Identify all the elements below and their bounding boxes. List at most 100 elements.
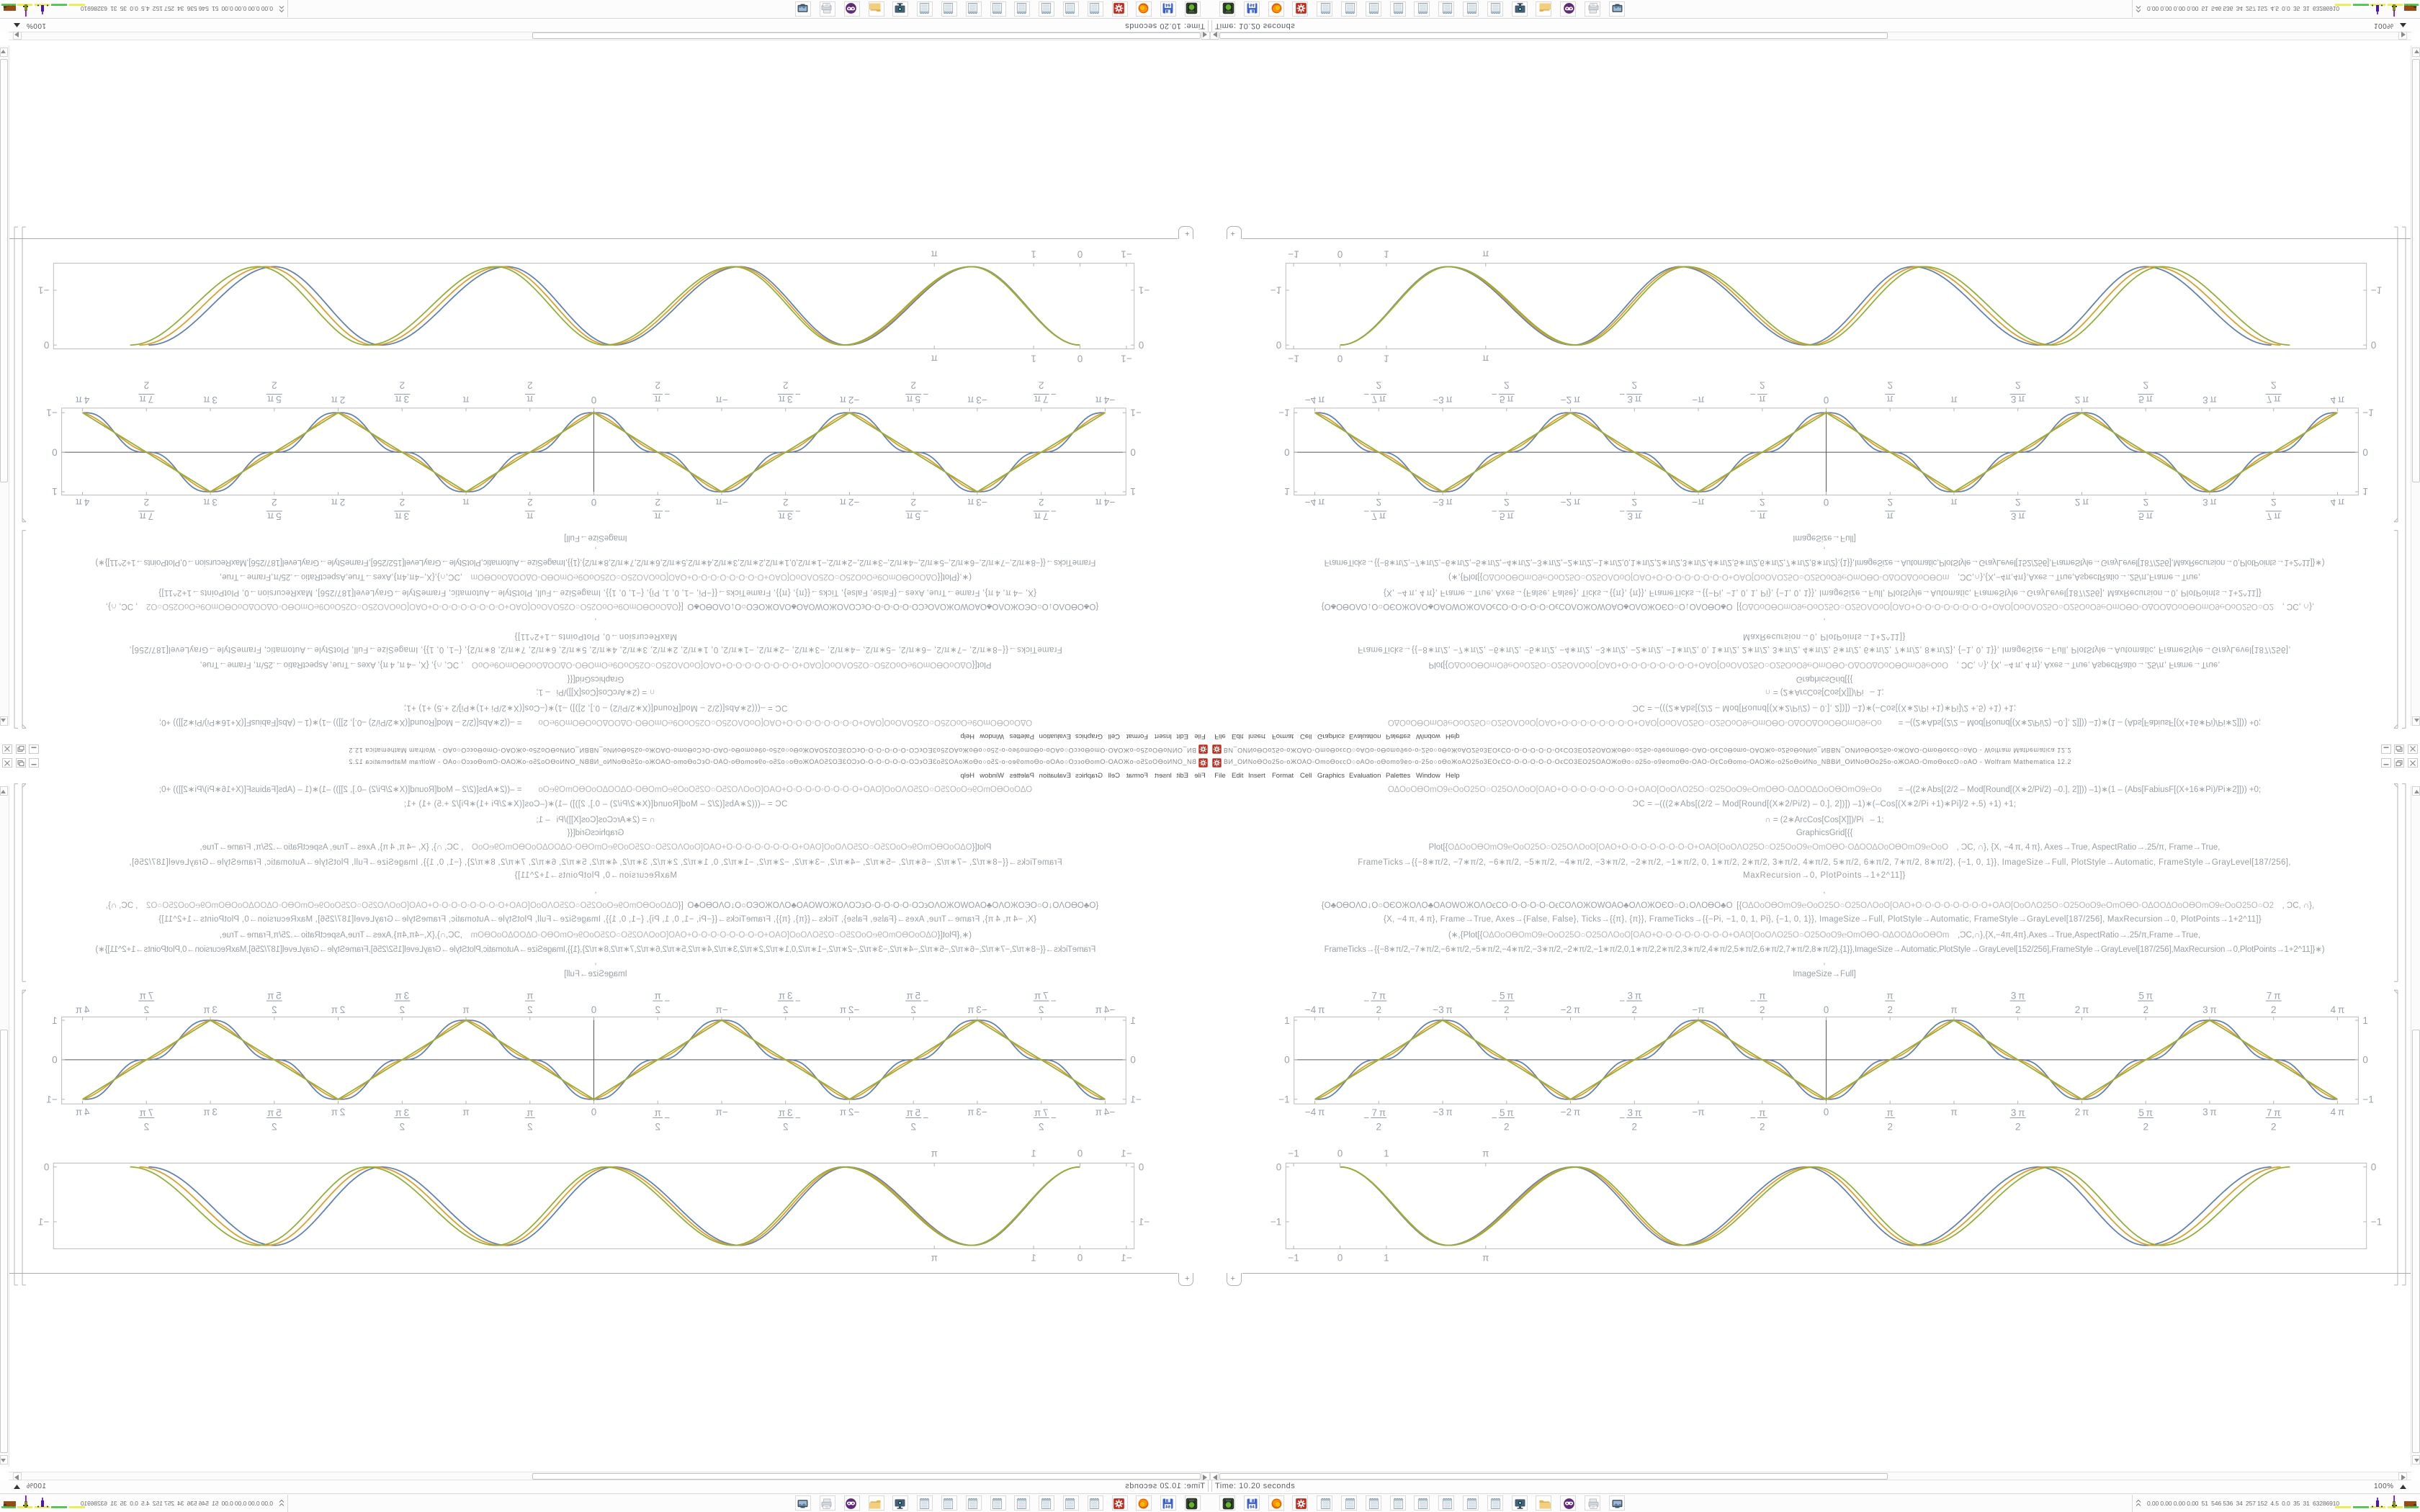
svg-text:64: 64 — [1165, 2, 1170, 6]
svg-text:2: 2 — [655, 1121, 660, 1132]
svg-text:2 π: 2 π — [331, 395, 346, 405]
svg-text:−4 π: −4 π — [1095, 1107, 1115, 1117]
svg-text:7 π: 7 π — [140, 394, 154, 405]
svg-text:−4 π: −4 π — [1095, 1004, 1115, 1015]
svg-text:−4 π: −4 π — [1095, 395, 1115, 405]
svg-text:5 π: 5 π — [2138, 1107, 2153, 1118]
svg-text:π: π — [1887, 510, 1894, 521]
svg-text:0: 0 — [52, 1055, 58, 1066]
svg-text:64: 64 — [1250, 2, 1255, 6]
svg-text:π: π — [526, 991, 533, 1002]
svg-text:−: − — [795, 1112, 801, 1123]
svg-text:2: 2 — [783, 1121, 789, 1132]
svg-text:2: 2 — [910, 497, 916, 508]
svg-text:π: π — [462, 497, 469, 508]
svg-text:5 π: 5 π — [267, 394, 282, 405]
svg-text:2: 2 — [783, 380, 789, 391]
svg-text:−4 π: −4 π — [1305, 395, 1325, 405]
svg-text:−1: −1 — [1288, 249, 1299, 260]
svg-text:2: 2 — [1632, 1121, 1638, 1132]
svg-text:2: 2 — [910, 1004, 916, 1015]
svg-text:0: 0 — [2371, 1162, 2377, 1173]
svg-text:2: 2 — [2271, 1004, 2277, 1015]
svg-text:2: 2 — [655, 1004, 660, 1015]
svg-text:0: 0 — [1077, 354, 1083, 364]
svg-text:3 π: 3 π — [395, 510, 410, 521]
svg-text:2: 2 — [1376, 380, 1382, 391]
svg-text:0: 0 — [591, 497, 597, 508]
svg-text:5 π: 5 π — [2138, 394, 2153, 405]
svg-text:−: − — [1750, 505, 1756, 516]
svg-text:−: − — [1051, 505, 1057, 516]
svg-text:−: − — [795, 505, 801, 516]
svg-text:−1: −1 — [1121, 1252, 1131, 1263]
svg-text:2: 2 — [400, 1121, 405, 1132]
svg-text:2: 2 — [1887, 1121, 1893, 1132]
svg-text:0: 0 — [1337, 1252, 1343, 1263]
svg-text:2: 2 — [144, 497, 150, 508]
svg-text:2: 2 — [2015, 380, 2021, 391]
svg-text:−3 π: −3 π — [967, 395, 987, 405]
svg-text:3 π: 3 π — [2202, 1004, 2217, 1015]
svg-text:−: − — [664, 389, 670, 400]
svg-text:7 π: 7 π — [140, 510, 154, 521]
svg-text:−π: −π — [715, 1107, 727, 1117]
svg-text:−: − — [1619, 1112, 1625, 1123]
svg-text:2: 2 — [1039, 380, 1044, 391]
svg-text:4 π: 4 π — [76, 1004, 90, 1015]
svg-text:0: 0 — [591, 1107, 597, 1117]
svg-text:−1: −1 — [1278, 407, 1289, 418]
svg-text:−3 π: −3 π — [967, 1107, 987, 1117]
svg-text:7 π: 7 π — [1372, 1107, 1386, 1118]
svg-text:0: 0 — [1077, 1252, 1083, 1263]
svg-text:π: π — [931, 1252, 938, 1263]
svg-text:−1: −1 — [1270, 284, 1281, 295]
svg-text:3 π: 3 π — [1628, 991, 1642, 1002]
svg-text:2: 2 — [527, 1004, 533, 1015]
svg-text:−π: −π — [1692, 395, 1704, 405]
svg-text:−2 π: −2 π — [840, 1107, 859, 1117]
svg-text:2: 2 — [783, 1004, 789, 1015]
svg-text:−1: −1 — [38, 284, 49, 295]
svg-text:2: 2 — [527, 380, 533, 391]
svg-text:π: π — [462, 395, 469, 405]
svg-text:7 π: 7 π — [2267, 991, 2281, 1002]
svg-text:−1: −1 — [1121, 354, 1131, 364]
svg-text:−: − — [664, 996, 670, 1007]
svg-text:2: 2 — [1504, 497, 1510, 508]
svg-text:−1: −1 — [1130, 1094, 1141, 1105]
svg-text:7 π: 7 π — [1034, 510, 1049, 521]
svg-text:7 π: 7 π — [2267, 510, 2281, 521]
svg-text:1: 1 — [1031, 1148, 1036, 1158]
svg-text:π: π — [1887, 1107, 1894, 1118]
svg-text:−: − — [1363, 505, 1369, 516]
svg-text:64: 64 — [1165, 1506, 1170, 1510]
svg-text:2: 2 — [1376, 497, 1382, 508]
svg-text:−1: −1 — [2371, 1217, 2382, 1228]
svg-text:7 π: 7 π — [2267, 394, 2281, 405]
svg-text:1: 1 — [52, 486, 58, 497]
svg-text:4 π: 4 π — [76, 395, 90, 405]
svg-text:−: − — [1492, 996, 1497, 1007]
svg-text:π: π — [526, 1107, 533, 1118]
svg-text:2: 2 — [1504, 1121, 1510, 1132]
svg-text:3 π: 3 π — [779, 510, 793, 521]
svg-text:2: 2 — [272, 1004, 277, 1015]
svg-text:−1: −1 — [1278, 1094, 1289, 1105]
svg-text:2: 2 — [783, 497, 789, 508]
svg-text:−4 π: −4 π — [1305, 497, 1325, 508]
svg-text:3 π: 3 π — [2011, 991, 2025, 1002]
svg-text:0: 0 — [1284, 446, 1290, 457]
svg-text:π: π — [526, 394, 533, 405]
svg-text:−π: −π — [1692, 497, 1704, 508]
svg-text:π: π — [462, 1107, 469, 1117]
svg-text:π: π — [1887, 991, 1894, 1002]
svg-text:−: − — [1619, 505, 1625, 516]
svg-text:2: 2 — [1376, 1121, 1382, 1132]
svg-text:−1: −1 — [46, 407, 57, 418]
svg-text:2: 2 — [272, 497, 277, 508]
svg-text:π: π — [1759, 991, 1765, 1002]
svg-text:3 π: 3 π — [203, 1004, 218, 1015]
svg-text:0: 0 — [591, 1004, 597, 1015]
svg-text:−: − — [1750, 389, 1756, 400]
